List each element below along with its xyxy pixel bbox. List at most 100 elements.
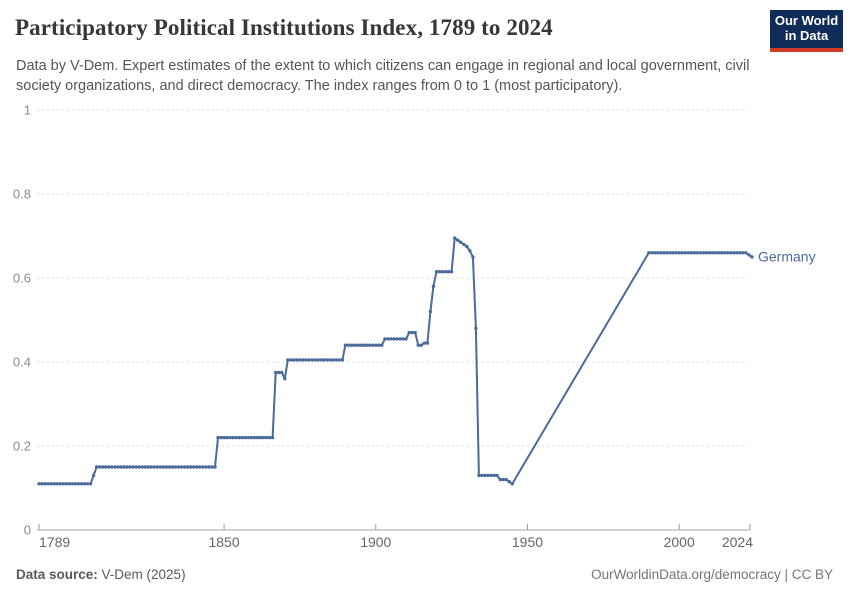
data-point: [286, 358, 290, 362]
data-point: [113, 465, 117, 469]
data-point: [140, 465, 144, 469]
data-point: [510, 482, 514, 486]
data-point: [79, 482, 84, 486]
data-point: [374, 343, 378, 347]
x-axis-tick-label: 1850: [208, 534, 239, 550]
data-line-germany[interactable]: [38, 237, 753, 485]
data-point: [401, 337, 405, 341]
data-point: [292, 358, 296, 362]
data-point: [182, 465, 187, 469]
data-point: [704, 251, 709, 255]
data-point: [680, 251, 684, 255]
data-point: [671, 251, 675, 255]
data-point: [695, 251, 700, 255]
data-point: [280, 370, 284, 375]
data-point: [422, 341, 426, 345]
data-point: [240, 435, 244, 440]
x-axis-tick-label: 1789: [39, 534, 70, 550]
data-point: [489, 473, 493, 478]
data-point: [85, 482, 90, 486]
data-point: [677, 251, 681, 255]
y-axis-tick-label: 0.6: [13, 271, 31, 286]
data-point: [43, 482, 47, 486]
data-point: [456, 238, 460, 242]
data-point: [125, 465, 129, 469]
data-point: [55, 482, 59, 486]
data-point: [440, 270, 445, 274]
data-point: [219, 435, 223, 440]
data-point: [94, 465, 99, 469]
data-point: [668, 251, 672, 255]
data-point: [713, 251, 718, 255]
data-point: [61, 482, 65, 486]
data-point: [443, 270, 448, 274]
data-point: [656, 251, 660, 255]
owid-logo: Our World in Data: [770, 10, 843, 52]
data-point: [483, 473, 487, 478]
data-point: [707, 251, 712, 255]
data-point: [744, 251, 748, 255]
data-point: [431, 284, 436, 289]
data-point: [453, 236, 457, 240]
data-point: [352, 343, 357, 347]
license-credit[interactable]: OurWorldinData.org/democracy | CC BY: [591, 567, 833, 582]
data-point: [104, 465, 108, 469]
data-point: [507, 480, 511, 484]
chart-subtitle: Data by V-Dem. Expert estimates of the e…: [16, 58, 750, 94]
data-point: [331, 358, 335, 362]
data-point: [650, 251, 654, 255]
data-point: [198, 465, 202, 469]
data-point: [674, 251, 678, 255]
data-point: [58, 482, 62, 486]
data-point: [313, 358, 317, 362]
data-point: [216, 435, 220, 440]
data-point: [495, 473, 499, 478]
data-point: [146, 465, 150, 469]
data-point: [228, 435, 232, 440]
data-point: [468, 249, 472, 253]
data-point: [49, 482, 53, 486]
data-point: [246, 435, 250, 440]
data-point: [368, 343, 372, 347]
data-point: [64, 482, 69, 486]
data-point: [665, 251, 669, 255]
data-point: [167, 465, 172, 469]
y-axis-tick-label: 0: [24, 523, 31, 538]
data-point: [434, 270, 439, 274]
data-point: [477, 473, 481, 478]
data-point: [152, 465, 156, 469]
data-point: [128, 465, 132, 469]
data-point: [337, 358, 342, 362]
data-point: [274, 370, 278, 375]
series-label-germany[interactable]: Germany: [758, 249, 816, 265]
data-point: [416, 343, 420, 347]
data-point: [158, 465, 163, 469]
owid-logo-line2: in Data: [784, 28, 829, 43]
data-point: [110, 465, 114, 469]
data-point: [37, 482, 41, 486]
data-point: [131, 465, 135, 469]
data-point: [325, 358, 329, 362]
data-point: [689, 251, 693, 255]
data-point: [164, 465, 169, 469]
data-source: Data source: V-Dem (2025): [16, 567, 186, 582]
data-point: [204, 465, 208, 469]
y-axis-tick-label: 0.2: [13, 439, 31, 454]
data-point: [647, 251, 651, 255]
data-point: [222, 435, 226, 440]
data-point: [307, 358, 311, 362]
data-point: [419, 343, 423, 347]
data-point: [720, 251, 724, 255]
data-point: [252, 435, 257, 440]
data-point: [255, 435, 260, 440]
data-point: [176, 465, 181, 469]
data-point: [358, 343, 363, 347]
data-point: [270, 435, 275, 440]
data-point: [428, 309, 433, 314]
data-point: [653, 251, 657, 255]
data-point: [346, 343, 351, 347]
data-point: [377, 343, 381, 347]
data-point: [67, 482, 72, 486]
data-point: [462, 242, 466, 247]
